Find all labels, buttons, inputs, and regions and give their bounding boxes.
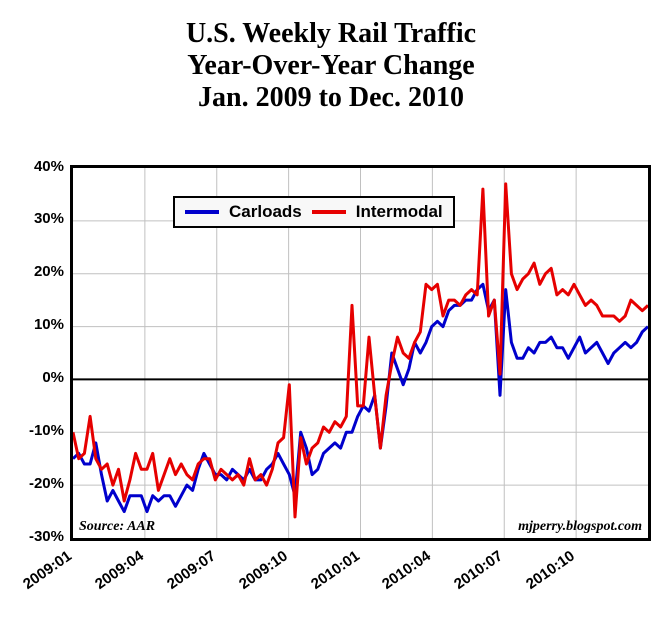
title-line-2: Year-Over-Year Change <box>187 50 474 81</box>
legend: Carloads Intermodal <box>173 196 455 228</box>
legend-label: Carloads <box>229 202 302 222</box>
x-tick-label: 2009:07 <box>164 547 219 593</box>
y-tick-label: 0% <box>20 369 64 386</box>
legend-swatch <box>185 210 219 214</box>
y-tick-label: -30% <box>20 528 64 545</box>
legend-label: Intermodal <box>356 202 443 222</box>
y-tick-label: -20% <box>20 475 64 492</box>
x-tick-label: 2010:07 <box>451 547 506 593</box>
plot-area: Carloads Intermodal Source: AAR mjperry.b… <box>70 165 651 541</box>
chart-title: U.S. Weekly Rail Traffic Year-Over-Year … <box>0 18 662 115</box>
x-tick-label: 2009:01 <box>20 547 75 593</box>
credit-label: mjperry.blogspot.com <box>518 519 642 535</box>
y-tick-label: -10% <box>20 422 64 439</box>
x-tick-label: 2010:01 <box>308 547 363 593</box>
x-tick-label: 2010:10 <box>523 547 578 593</box>
series-carloads <box>73 284 648 511</box>
chart-container: U.S. Weekly Rail Traffic Year-Over-Year … <box>0 0 662 625</box>
y-tick-label: 30% <box>20 210 64 227</box>
y-tick-label: 10% <box>20 316 64 333</box>
y-tick-label: 20% <box>20 263 64 280</box>
legend-swatch <box>312 210 346 214</box>
x-tick-label: 2010:04 <box>379 547 434 593</box>
y-tick-label: 40% <box>20 158 64 175</box>
series-intermodal <box>73 184 648 517</box>
title-line-3: Jan. 2009 to Dec. 2010 <box>198 82 464 113</box>
x-tick-label: 2009:04 <box>92 547 147 593</box>
x-tick-label: 2009:10 <box>236 547 291 593</box>
title-line-1: U.S. Weekly Rail Traffic <box>186 18 476 49</box>
source-label: Source: AAR <box>79 519 155 535</box>
